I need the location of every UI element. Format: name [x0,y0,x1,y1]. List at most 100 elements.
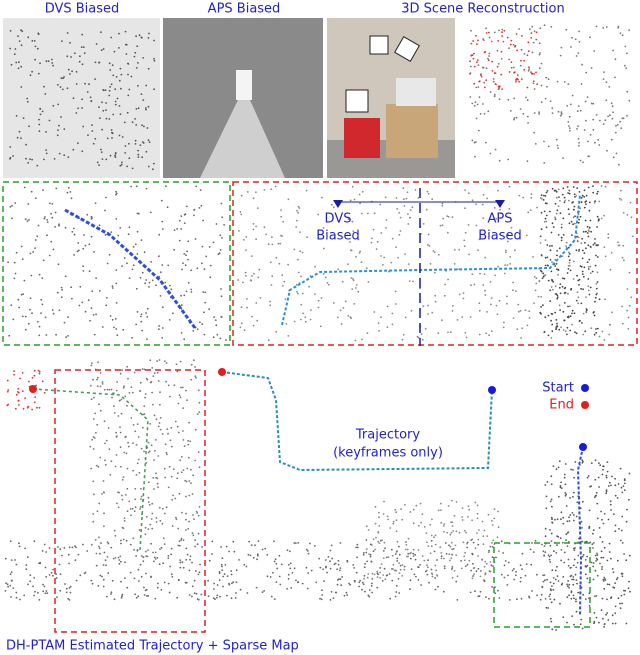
map-point [22,117,25,119]
map-point [533,276,536,278]
map-point [405,548,407,551]
map-point [550,319,552,322]
map-point [419,564,421,566]
map-point [132,537,135,540]
map-point [491,60,493,63]
map-point [269,300,271,303]
map-point [127,445,130,448]
map-point [161,264,164,266]
map-point [487,110,490,113]
map-point [14,407,17,410]
map-point [390,261,393,264]
map-point [498,597,501,599]
map-point [13,261,16,264]
map-point [606,461,609,463]
map-point [398,572,401,574]
map-point [274,558,277,561]
map-point [87,134,89,137]
map-point [366,560,368,563]
map-point [447,331,449,334]
map-point [565,533,568,536]
map-point [256,319,259,322]
map-point [239,326,242,329]
map-point [628,29,631,32]
map-point [151,367,154,369]
map-point [63,154,66,157]
map-point [450,568,453,571]
map-point [153,459,155,461]
map-point [567,121,570,123]
map-point [449,545,452,548]
map-point [426,564,428,567]
map-point [374,505,377,508]
map-point [355,284,358,286]
map-point [230,570,233,572]
map-point [100,542,102,544]
map-point [593,50,596,52]
map-point [383,500,385,503]
map-point [221,237,223,239]
map-point [81,301,84,304]
map-point [543,220,546,223]
map-point [525,234,528,237]
map-point [189,555,192,558]
map-point [496,536,499,539]
map-point [359,250,362,253]
map-point [583,189,586,192]
map-point [76,250,79,253]
map-point [176,228,179,230]
map-point [297,258,299,261]
map-point [587,155,590,158]
map-point [366,576,369,579]
map-point [180,215,183,218]
map-point [172,494,174,497]
map-point [551,518,553,521]
map-point [59,589,62,592]
map-point [243,238,245,241]
map-point [98,106,100,109]
map-point [503,576,506,579]
map-point [464,529,466,532]
map-point [198,207,201,209]
map-point [140,487,142,490]
map-point [596,574,599,577]
map-point [581,527,583,529]
map-point [45,575,48,578]
map-point [559,486,562,489]
map-point [17,35,19,38]
map-point [120,580,122,583]
map-point [475,141,477,143]
map-point [584,330,587,333]
map-point [34,197,37,200]
map-point [72,148,75,151]
map-point [476,504,479,507]
map-point [506,264,509,266]
map-point [143,586,145,589]
map-point [556,296,559,299]
map-point [105,296,108,299]
map-point [103,551,106,554]
map-point [61,288,63,291]
map-point [191,493,194,495]
map-point [551,330,554,333]
map-point [164,281,167,284]
map-point [172,468,175,471]
map-point [192,330,195,332]
map-point [460,567,463,570]
map-point [89,96,92,99]
map-point [483,565,486,568]
map-point [191,585,194,588]
map-point [372,538,375,540]
map-point [595,491,598,494]
map-point [115,76,118,78]
map-point [568,213,570,216]
map-point [296,581,299,584]
map-point [139,381,142,384]
map-point [44,216,46,218]
map-point [607,518,610,521]
map-point [124,561,126,564]
map-point [584,241,586,244]
map-point [610,509,612,511]
map-point [113,326,115,329]
map-point [595,293,598,296]
